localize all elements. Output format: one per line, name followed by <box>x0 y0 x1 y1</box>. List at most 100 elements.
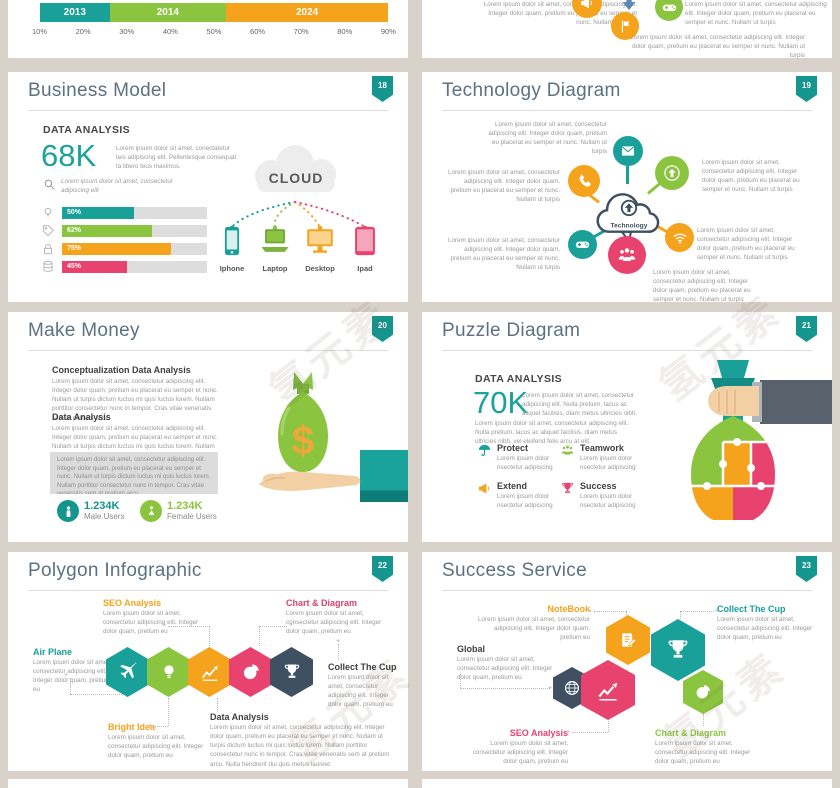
quote-box: Lorem ipsum dolor sit amet, consectetur … <box>50 452 218 494</box>
year-segment-2014: 2014 <box>109 3 227 22</box>
slide-success-service[interactable]: Success Service 23 NoteBook Lorem ipsum … <box>422 552 832 771</box>
dotted-connector <box>70 694 122 695</box>
dotted-connector <box>259 626 287 627</box>
trophy-icon <box>651 619 705 681</box>
big-number: 70K <box>473 385 529 420</box>
paragraph-text: Lorem ipsum dolor sit amet, consectetur … <box>52 378 218 422</box>
dotted-connector <box>259 626 260 646</box>
item-label-global: Global <box>457 644 486 654</box>
quote-text: Lorem ipsum dolor sit amet, consectetur … <box>57 456 211 494</box>
slide-number-badge: 18 <box>372 76 393 102</box>
dotted-connector <box>460 674 461 688</box>
slide-title: Make Money <box>28 320 140 341</box>
slide-technology-diagram[interactable]: Technology Diagram 19 Lorem ipsum dolor … <box>422 72 832 303</box>
envelope-icon <box>613 136 643 166</box>
bar-track: 45% <box>62 261 207 273</box>
plus-mark: + <box>336 638 341 645</box>
title-divider <box>442 110 812 111</box>
slide-puzzle-diagram[interactable]: Puzzle Diagram 21 DATA ANALYSIS 70K Lore… <box>422 312 832 542</box>
note-text: Lorem ipsum dolor sit amet, consectetur … <box>61 178 173 195</box>
dotted-connector <box>338 644 339 660</box>
bar-fill: 75% <box>62 243 171 255</box>
slide-title: Business Model <box>28 80 167 101</box>
stat-value: 1.234K <box>167 500 203 512</box>
slide-make-money[interactable]: Make Money 20 Conceptualization Data Ana… <box>8 312 408 542</box>
trophy-icon <box>560 481 575 496</box>
item-desc: Lorem ipsum dolor sit amet, consectetur … <box>457 656 553 682</box>
dotted-connector <box>572 732 608 733</box>
cloud-label: CLOUD <box>269 170 324 186</box>
stat-label: Male Users <box>84 512 125 521</box>
year-segment-2024: 2024 <box>226 3 388 22</box>
stat-value: 1.234K <box>84 500 120 512</box>
plus-mark: + <box>548 685 553 692</box>
people-group-icon <box>608 236 646 274</box>
node-caption: Lorem ipsum dolor sit amet, consectetur … <box>448 169 560 204</box>
gamepad-icon <box>568 230 597 259</box>
caption-text: Lorem ipsum dolor sit amet, consectetur … <box>483 1 637 27</box>
next-row-slide-edge[interactable] <box>422 779 832 788</box>
upload-arrow-icon <box>624 203 634 213</box>
database-icon <box>41 260 55 274</box>
lightbulb-icon <box>41 206 55 220</box>
lightbulb-icon <box>147 647 190 697</box>
pie-chart-icon <box>683 670 723 714</box>
node-caption: Lorem ipsum dolor sit amet, consectetur … <box>488 121 607 156</box>
item-desc: Lorem ipsum dolor sit amet, consectetur … <box>472 740 568 766</box>
megaphone-icon <box>572 0 602 18</box>
megaphone-icon <box>477 481 492 496</box>
node-caption: Lorem ipsum dolor sit amet, consectetur … <box>702 159 800 194</box>
percent-axis: 10% 20% 30% 40% 50% 60% 70% 80% 90% <box>32 27 396 36</box>
caption-text: Lorem ipsum dolor sit amet, consectetur … <box>685 1 827 27</box>
trophy-icon <box>270 647 313 697</box>
top-left-slide-thumbnail[interactable]: 2013 2014 2024 10% 20% 30% 40% 50% 60% 70% 80% 9… <box>8 0 408 58</box>
hand-graphic <box>255 460 367 500</box>
next-row-slide-edge[interactable] <box>8 779 408 788</box>
dotted-connector <box>154 726 168 727</box>
lock-icon <box>41 242 55 256</box>
device-label: Laptop <box>262 264 288 273</box>
teamwork-icon <box>560 443 575 458</box>
tick: 70% <box>293 27 309 36</box>
bar-track: 75% <box>62 243 207 255</box>
item-desc: Lorem ipsum dolor sit amet, consectetur … <box>478 616 590 642</box>
dollar-sign: $ <box>292 419 314 463</box>
pie-chart-icon <box>229 647 272 697</box>
cloud-graphic: CLOUD <box>243 140 348 198</box>
title-divider <box>28 110 388 111</box>
slide-business-model[interactable]: Business Model 18 DATA ANALYSIS 68K Lore… <box>8 72 408 302</box>
feature-desc: Lorem ipsum dolor nsectetur adipiscing <box>580 455 636 472</box>
plus-mark: + <box>64 672 69 679</box>
chart-line-icon <box>581 660 635 720</box>
dotted-connector <box>168 698 169 726</box>
slide-number-badge: 20 <box>372 316 393 342</box>
flag-icon <box>611 12 639 40</box>
wifi-icon <box>665 223 694 252</box>
upload-icon <box>655 156 689 190</box>
title-divider <box>28 350 388 351</box>
desktop-icon <box>303 224 337 260</box>
ipad-icon <box>348 222 382 260</box>
tick: 90% <box>380 27 396 36</box>
caption-text: Lorem ipsum dolor sit amet, consectetur … <box>630 34 805 60</box>
item-desc: Lorem ipsum dolor sit amet, consectetur … <box>286 610 382 636</box>
bar-fill: 50% <box>62 207 134 219</box>
tick: 20% <box>75 27 91 36</box>
item-label-seo: SEO Analysis <box>509 728 568 738</box>
paragraph-heading: Conceptualization Data Analysis <box>52 365 191 375</box>
slide-polygon-infographic[interactable]: Polygon Infographic 22 SEO Analysis Lore… <box>8 552 408 771</box>
top-right-slide-thumbnail[interactable]: Lorem ipsum dolor sit amet, consectetur … <box>422 0 832 60</box>
plus-mark: + <box>588 608 593 615</box>
item-label-cup: Collect The Cup <box>717 604 786 614</box>
item-label-seo: SEO Analysis <box>103 598 162 608</box>
dotted-connector <box>209 626 210 646</box>
phone-icon <box>568 165 600 197</box>
male-user-icon <box>57 500 79 522</box>
sleeve-graphic <box>360 450 408 502</box>
dotted-connector <box>217 698 218 712</box>
item-label-chart: Chart & Diagram <box>655 728 727 738</box>
dotted-connector <box>703 714 704 726</box>
slide-number-badge: 23 <box>796 556 817 582</box>
dotted-connector <box>608 718 609 732</box>
